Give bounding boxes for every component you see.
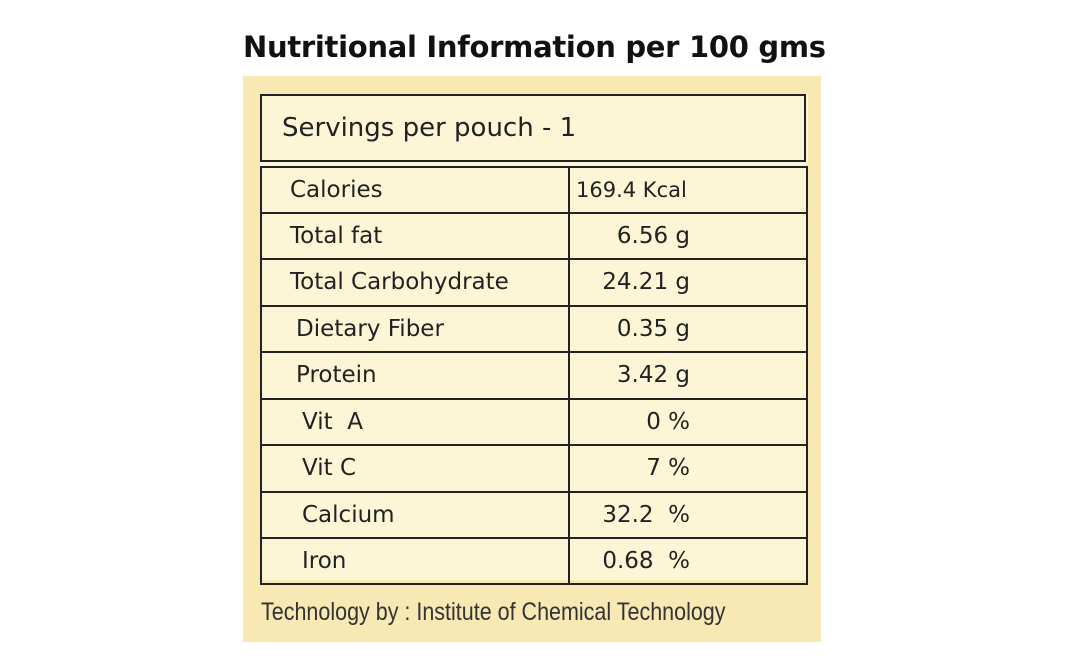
table-row: Total fat 6.56 g <box>260 212 808 259</box>
nutrient-name: Iron <box>302 548 347 574</box>
rows: Calories 169.4 Kcal Total fat 6.56 g Total C… <box>260 166 808 585</box>
nutrient-value: 3.42 g <box>568 353 808 398</box>
nutrition-table: Servings per pouch - 1 Calories 169.4 Kca… <box>260 94 808 585</box>
nutrient-name: Total Carbohydrate <box>290 269 509 295</box>
table-row: Vit A 0 % <box>260 398 808 445</box>
title: Nutritional Information per 100 gms <box>243 30 826 64</box>
nutrient-name: Dietary Fiber <box>296 315 444 342</box>
nutrient-name: Total fat <box>290 222 383 249</box>
nutrient-value: 24.21 g <box>568 260 808 305</box>
servings: Servings per pouch - 1 <box>260 94 806 162</box>
table-row: Iron 0.68 % <box>260 538 808 585</box>
nutrient-name: Protein <box>296 362 377 388</box>
table-row: Vit C 7 % <box>260 445 808 492</box>
table-row: Calories 169.4 Kcal <box>260 166 808 213</box>
nutrient-value: 0 % <box>568 399 808 444</box>
nutrient-value: 7 % <box>568 446 808 491</box>
table-row: Calcium 32.2 % <box>260 491 808 538</box>
footer: Technology by : Institute of Chemical Te… <box>261 598 726 626</box>
nutrient-value: 6.56 g <box>568 213 808 258</box>
label-panel: Servings per pouch - 1 Calories 169.4 Kca… <box>243 76 821 642</box>
nutrient-value: 0.35 g <box>568 306 808 351</box>
nutrient-value: 0.68 % <box>568 539 808 583</box>
table-row: Total Carbohydrate 24.21 g <box>260 259 808 306</box>
nutrient-value: 169.4 Kcal <box>568 168 808 212</box>
nutrient-name: Calories <box>290 177 383 203</box>
nutrient-name: Vit A <box>302 408 363 435</box>
nutrient-value: 32.2 % <box>568 492 808 537</box>
nutrient-name: Calcium <box>302 501 395 528</box>
nutrient-name: Vit C <box>302 455 357 481</box>
table-row: Protein 3.42 g <box>260 352 808 399</box>
table-row: Dietary Fiber 0.35 g <box>260 305 808 352</box>
